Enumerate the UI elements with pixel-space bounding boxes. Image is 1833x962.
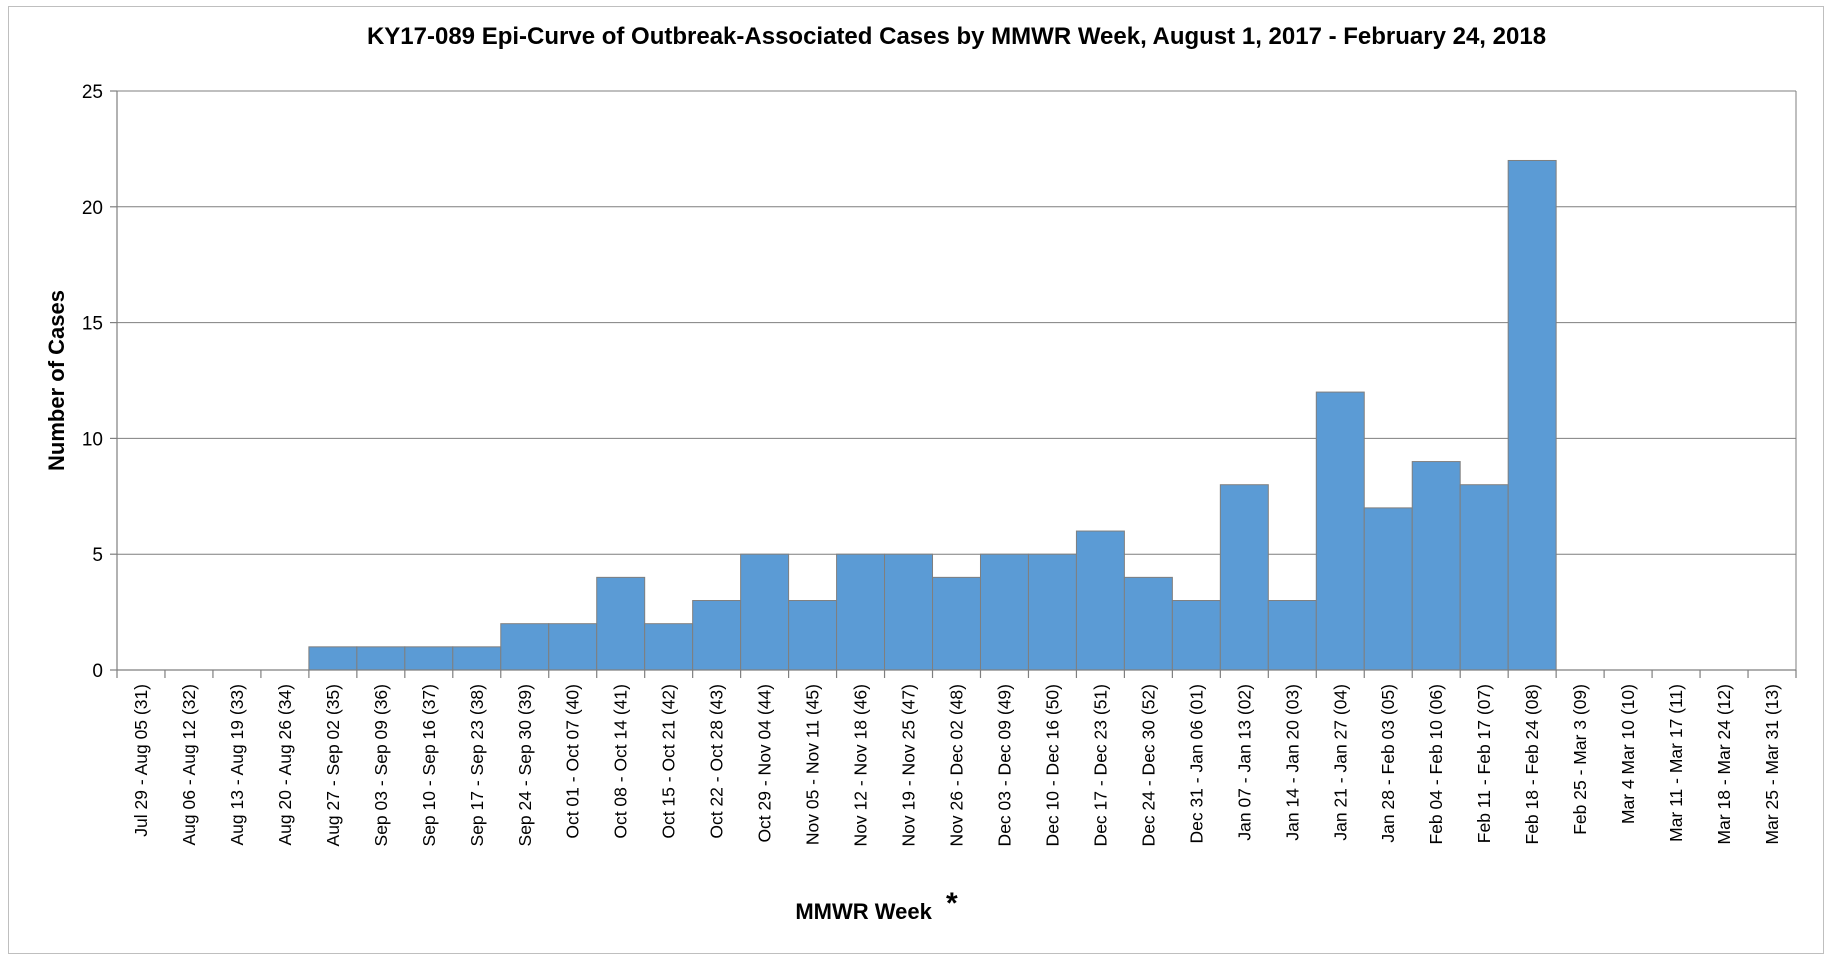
y-axis-title: Number of Cases [44, 290, 69, 471]
bar [740, 553, 790, 671]
bar [836, 553, 886, 671]
bar [1075, 530, 1125, 671]
y-tick-label: 0 [92, 661, 103, 682]
x-axis-title: MMWR Week * [795, 887, 958, 924]
chart-frame: KY17-089 Epi-Curve of Outbreak-Associate… [8, 6, 1824, 954]
x-tick-labels: Jul 29 - Aug 05 (31) Aug 06 - Aug 12 (32)… [131, 684, 1782, 846]
x-tick-label: Oct 22 - Oct 28 (43) [707, 684, 727, 839]
y-tick-label: 25 [82, 82, 103, 103]
x-tick-label: Feb 18 - Feb 24 (08) [1522, 684, 1542, 845]
y-tick-label: 10 [82, 429, 103, 450]
x-tick-label: Sep 24 - Sep 30 (39) [515, 684, 535, 846]
bar [884, 553, 934, 671]
x-tick-label: Dec 24 - Dec 30 (52) [1138, 684, 1158, 846]
x-tick-label: Jan 07 - Jan 13 (02) [1234, 684, 1254, 841]
x-tick-label: Jul 29 - Aug 05 (31) [131, 684, 151, 837]
x-tick-label: Aug 27 - Sep 02 (35) [323, 684, 343, 846]
bar [1411, 461, 1461, 671]
y-tick-label: 5 [92, 545, 103, 566]
x-axis-title-text: MMWR Week [795, 899, 932, 924]
bar [932, 576, 981, 671]
x-tick-label: Nov 26 - Dec 02 (48) [947, 684, 967, 846]
chart-title: KY17-089 Epi-Curve of Outbreak-Associate… [367, 23, 1546, 50]
bar [1027, 553, 1077, 671]
bar [1459, 484, 1509, 671]
x-tick-label: Dec 03 - Dec 09 (49) [994, 684, 1014, 846]
x-tick-label: Jan 28 - Feb 03 (05) [1378, 684, 1398, 843]
x-tick-label: Nov 19 - Nov 25 (47) [899, 684, 919, 846]
x-tick-label: Nov 05 - Nov 11 (45) [803, 684, 823, 845]
x-tick-label: Oct 01 - Oct 07 (40) [563, 684, 583, 839]
y-tick-label: 15 [82, 314, 103, 335]
y-tick-labels: 0 5 10 15 20 25 [82, 82, 103, 682]
y-tick-label: 20 [82, 198, 103, 219]
x-tick-label: Jan 14 - Jan 20 (03) [1282, 684, 1302, 841]
bar [1507, 159, 1557, 671]
bar [979, 553, 1029, 671]
bar [1315, 391, 1365, 671]
x-tick-label: Mar 11 - Mar 17 (11) [1666, 684, 1686, 842]
bar [548, 623, 598, 671]
x-tick-label: Mar 4 Mar 10 (10) [1618, 684, 1638, 824]
epi-curve-chart: KY17-089 Epi-Curve of Outbreak-Associate… [44, 23, 1797, 924]
x-tick-label: Mar 18 - Mar 24 (12) [1714, 684, 1734, 844]
bar [1363, 507, 1413, 671]
x-tick-label: Aug 06 - Aug 12 (32) [179, 684, 199, 846]
x-tick-label: Dec 17 - Dec 23 (51) [1090, 684, 1110, 846]
bar [1267, 600, 1317, 671]
bar [692, 600, 742, 671]
bar [1171, 600, 1221, 671]
bar [404, 646, 454, 671]
x-tick-label: Oct 08 - Oct 14 (41) [611, 684, 631, 839]
x-tick-label: Aug 20 - Aug 26 (34) [275, 684, 295, 846]
bars [308, 159, 1557, 671]
x-tick-label: Sep 17 - Sep 23 (38) [467, 684, 487, 846]
x-tick-label: Feb 04 - Feb 10 (06) [1426, 684, 1446, 845]
bar [500, 623, 550, 671]
x-tick-label: Sep 03 - Sep 09 (36) [371, 684, 391, 846]
x-tick-label: Sep 10 - Sep 16 (37) [419, 684, 439, 846]
x-tick-label: Jan 21 - Jan 27 (04) [1330, 684, 1350, 841]
x-tick-label: Nov 12 - Nov 18 (46) [851, 684, 871, 846]
x-tick-label: Dec 10 - Dec 16 (50) [1042, 684, 1062, 846]
bar [596, 576, 646, 671]
x-tick-label: Dec 31 - Jan 06 (01) [1186, 684, 1206, 844]
x-tick-label: Mar 25 - Mar 31 (13) [1762, 684, 1782, 844]
x-tick-label: Oct 15 - Oct 21 (42) [659, 684, 679, 839]
bar [644, 623, 694, 671]
x-tick-label: Feb 25 - Mar 3 (09) [1570, 684, 1590, 835]
bar [788, 600, 838, 671]
x-tick-label: Oct 29 - Nov 04 (44) [755, 684, 775, 843]
bar [356, 646, 406, 671]
axes [116, 91, 1797, 678]
x-axis-title-marker: * [946, 887, 958, 920]
bar [308, 646, 358, 671]
bar [1219, 484, 1269, 671]
x-tick-label: Feb 11 - Feb 17 (07) [1474, 684, 1494, 843]
bar [452, 646, 502, 671]
bar [1123, 576, 1173, 671]
x-tick-label: Aug 13 - Aug 19 (33) [227, 684, 247, 846]
